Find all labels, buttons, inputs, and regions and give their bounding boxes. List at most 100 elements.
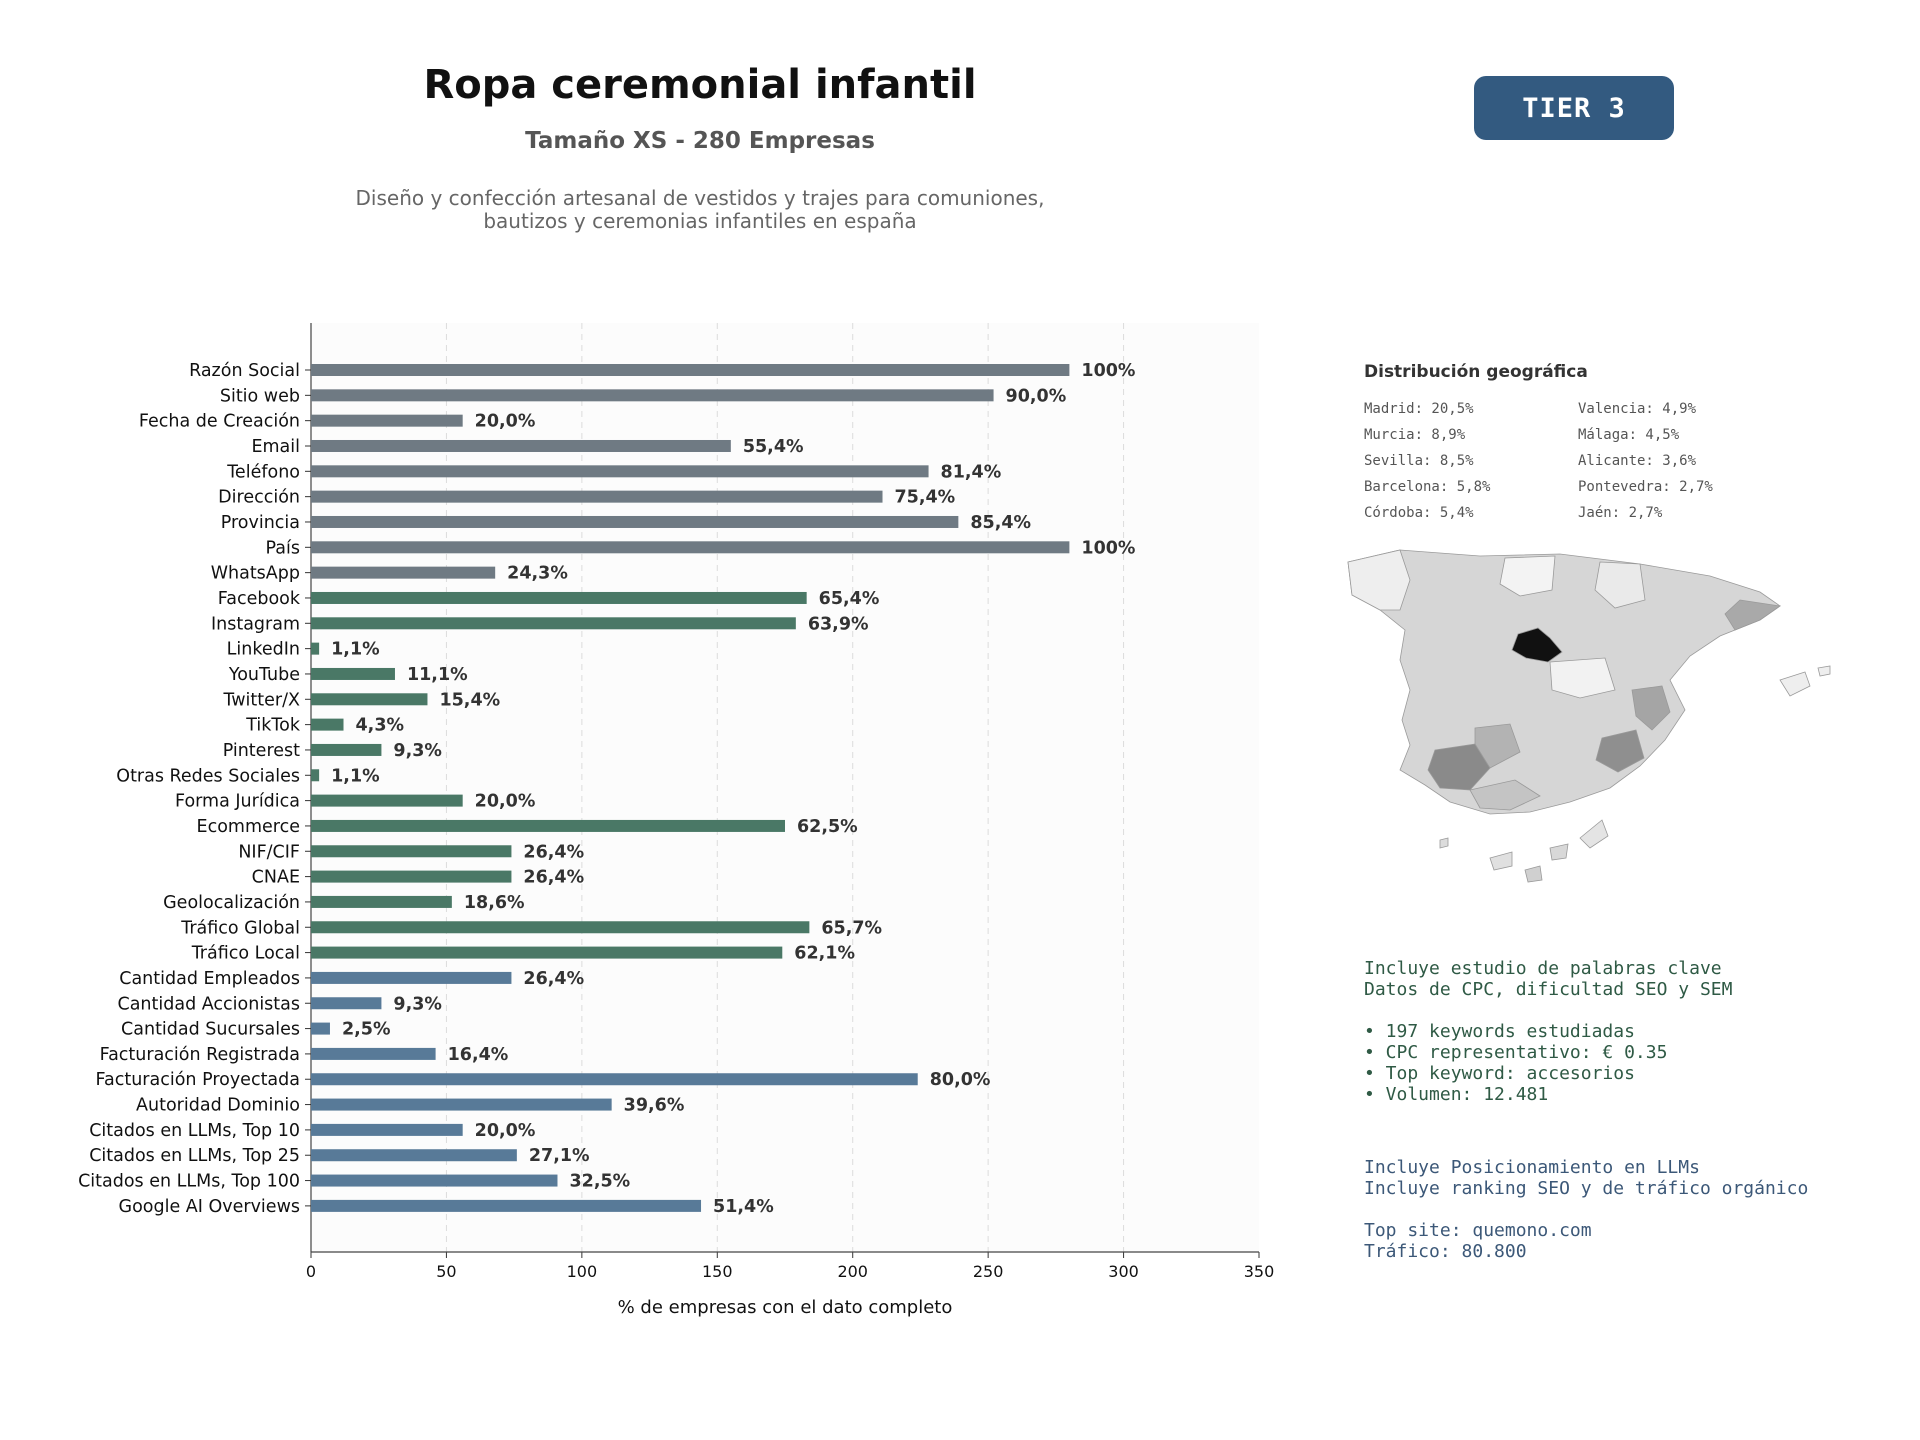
bar [311,591,807,604]
geo-item: Alicante: 3,6% [1578,453,1697,469]
bar [311,895,452,908]
bar [311,971,512,984]
bar [311,667,395,680]
category-label: Ecommerce [197,817,300,837]
llm-line: Incluye ranking SEO y de tráfico orgánic… [1364,1178,1809,1199]
value-label: 1,1% [331,640,380,660]
description-line: bautizos y ceremonias infantiles en espa… [483,209,917,233]
value-label: 26,4% [523,842,584,862]
geo-item: Sevilla: 8,5% [1364,453,1474,469]
category-label: Google AI Overviews [119,1197,300,1217]
category-label: Facebook [218,589,301,609]
x-axis-label: % de empresas con el dato completo [618,1297,953,1318]
category-label: CNAE [252,868,300,888]
value-label: 26,4% [523,969,584,989]
category-label: Email [251,437,300,457]
map-region-cordoba [1474,723,1521,769]
category-label: Cantidad Sucursales [121,1020,300,1040]
keywords-line [1364,1000,1732,1021]
bar [311,870,512,883]
value-label: 1,1% [331,766,380,786]
value-label: 62,5% [797,817,858,837]
keywords-line: Datos de CPC, dificultad SEO y SEM [1364,979,1733,1000]
value-label: 63,9% [808,614,869,634]
category-label: Otras Redes Sociales [116,766,300,786]
geo-item: Córdoba: 5,4% [1364,505,1474,521]
bar [311,1047,436,1060]
value-label: 26,4% [523,868,584,888]
map-region-toledo [1549,657,1616,699]
value-label: 32,5% [569,1172,630,1192]
bar [311,541,1070,554]
bar [311,617,796,630]
value-label: 100% [1081,361,1135,381]
bar [311,1098,612,1111]
keywords-info-block: Incluye estudio de palabras clave Datos … [1364,958,1732,1105]
category-label: Fecha de Creación [139,412,300,432]
bar [311,1199,702,1212]
bar [311,364,1070,376]
category-label: Tráfico Global [180,918,300,938]
geo-item: Pontevedra: 2,7% [1578,479,1713,495]
category-label: País [266,538,300,558]
map-region-murcia [1595,729,1645,773]
category-label: Autoridad Dominio [136,1096,300,1116]
map-region-madrid [1511,627,1563,663]
plot-area [311,323,1259,1252]
bar [311,465,929,478]
value-label: 90,0% [1006,386,1067,406]
bar [311,819,785,832]
x-tick-label: 150 [702,1262,733,1281]
category-label: Instagram [211,614,300,634]
geo-item: Valencia: 4,9% [1578,401,1697,417]
value-label: 51,4% [713,1197,774,1217]
category-label: Forma Jurídica [175,792,300,812]
bar [311,1149,517,1162]
bar [311,743,382,756]
value-label: 81,4% [941,462,1002,482]
category-label: Twitter/X [222,690,300,710]
llm-line [1364,1199,1808,1220]
category-label: Citados en LLMs, Top 100 [78,1172,300,1192]
bar [311,515,959,528]
category-label: WhatsApp [211,564,300,584]
value-label: 20,0% [475,792,536,812]
map-region-balearic2 [1817,665,1831,677]
bar [311,389,994,402]
category-label: Facturación Registrada [100,1045,300,1065]
value-label: 75,4% [895,488,956,508]
page-description: Diseño y confección artesanal de vestido… [0,187,1400,233]
value-label: 55,4% [743,437,804,457]
page-title: Ropa ceremonial infantil [423,62,977,108]
bar [311,921,810,934]
bar [311,693,428,706]
value-label: 2,5% [342,1020,391,1040]
spain-province-map [1347,549,1831,883]
x-tick-label: 250 [973,1262,1004,1281]
category-label: Razón Social [189,361,300,381]
category-label: Dirección [218,488,300,508]
category-label: NIF/CIF [238,842,300,862]
geo-distribution-title: Distribución geográfica [1364,362,1588,382]
value-label: 16,4% [448,1045,509,1065]
value-label: 20,0% [475,412,536,432]
value-label: 100% [1081,538,1135,558]
llm-line: Tráfico: 80.800 [1364,1241,1527,1262]
geo-item: Madrid: 20,5% [1364,401,1474,417]
bar [311,1123,463,1136]
llm-line: Incluye Posicionamiento en LLMs [1364,1157,1700,1178]
value-label: 9,3% [393,741,442,761]
map-region-balearic [1779,671,1811,697]
geo-distribution-list: Madrid: 20,5% Valencia: 4,9% Murcia: 8,9… [1364,400,1784,523]
bar [311,642,320,655]
map-region-canary-4 [1579,819,1609,849]
geo-item: Barcelona: 5,8% [1364,479,1491,495]
map-region-northwest [1347,549,1411,611]
category-label: Cantidad Accionistas [117,994,300,1014]
x-tick-label: 0 [306,1262,316,1281]
bar [311,1174,558,1187]
bar [311,997,382,1010]
category-label: TikTok [245,716,301,736]
map-region-north2 [1594,561,1646,609]
keywords-line: • Top keyword: accesorios [1364,1063,1635,1084]
